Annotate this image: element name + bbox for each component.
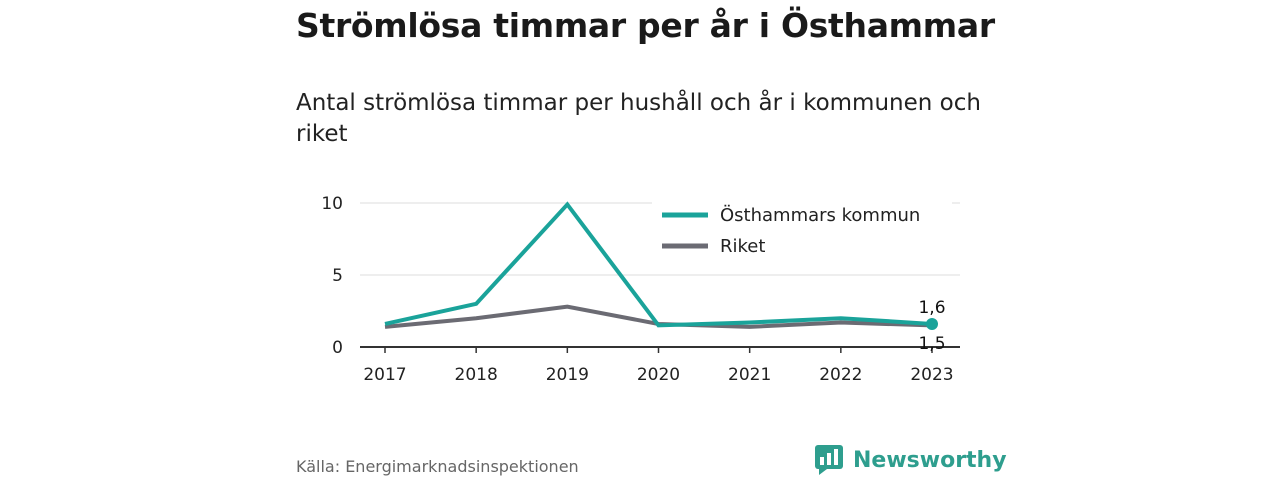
x-tick-label: 2020 <box>637 365 680 385</box>
x-tick-label: 2022 <box>819 365 862 385</box>
x-tick-label: 2019 <box>546 365 589 385</box>
data-label-riket: 1,5 <box>918 334 945 354</box>
line-chart: 0 5 10 2017 2018 2019 2020 2021 2022 2023 Östham… <box>321 194 960 385</box>
data-label-kommun: 1,6 <box>918 298 945 318</box>
y-tick-label: 10 <box>321 194 343 214</box>
legend-background <box>652 196 952 268</box>
legend-label: Östhammars kommun <box>720 204 920 226</box>
chart-title: Strömlösa timmar per år i Östhammar <box>296 6 995 45</box>
newsworthy-logo-icon <box>815 445 843 475</box>
y-tick-label: 5 <box>332 266 343 286</box>
series-line-kommun <box>384 201 933 328</box>
x-tick-label: 2017 <box>363 365 406 385</box>
x-tick-label: 2023 <box>910 365 953 385</box>
brand-logo: Newsworthy <box>815 445 1007 475</box>
series-end-point <box>926 317 938 330</box>
source-note: Källa: Energimarknadsinspektionen <box>296 457 579 476</box>
y-tick-label: 0 <box>332 338 343 358</box>
x-tick-label: 2018 <box>455 365 498 385</box>
brand-name: Newsworthy <box>853 447 1007 473</box>
x-tick-label: 2021 <box>728 365 771 385</box>
chart-subtitle: Antal strömlösa timmar per hushåll och å… <box>296 90 981 147</box>
legend-label: Riket <box>720 236 765 257</box>
